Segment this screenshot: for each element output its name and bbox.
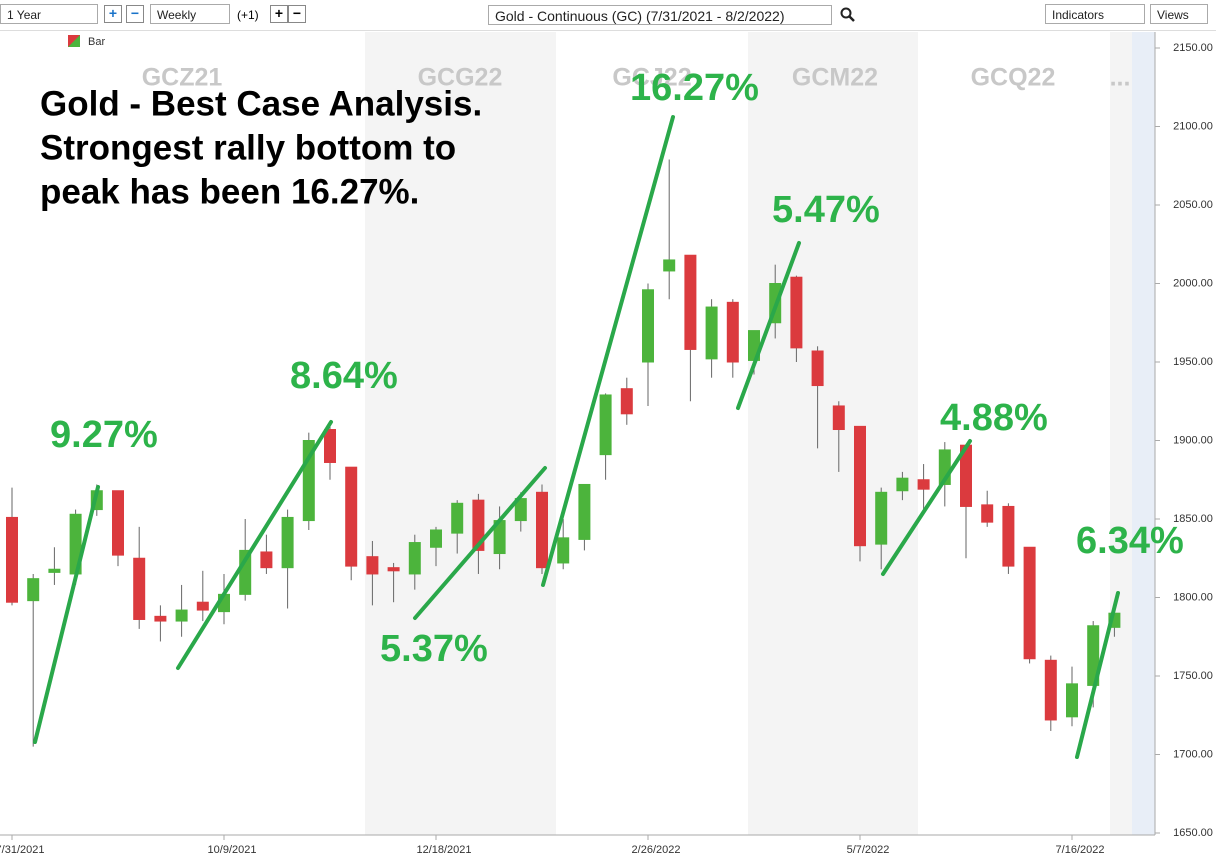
candle-body	[345, 466, 358, 567]
y-tick-label: 1900.00	[1173, 434, 1213, 446]
x-tick-label: 5/7/2022	[847, 844, 890, 856]
candle-body	[281, 516, 294, 569]
candle-body	[557, 537, 570, 564]
annotation: 4.88%	[940, 397, 1048, 439]
candle-body	[663, 259, 676, 272]
candle-body	[578, 483, 591, 540]
candle-body	[430, 529, 442, 548]
y-tick-label: 1700.00	[1173, 748, 1213, 760]
offset: (+1)	[237, 8, 259, 22]
shade	[1110, 32, 1132, 835]
candle-body	[620, 388, 633, 415]
x-tick-label: 7/31/2021	[0, 844, 44, 856]
candle-body	[1023, 546, 1036, 660]
candle-body	[811, 350, 824, 387]
contract-label: GCZ21	[142, 64, 223, 92]
symbol-box[interactable]: Gold - Continuous (GC) (7/31/2021 - 8/2/…	[488, 5, 832, 25]
candle-body	[1044, 659, 1057, 721]
add[interactable]: +	[270, 5, 288, 23]
future-area	[1132, 32, 1155, 835]
candle-body	[387, 567, 400, 572]
candle-body	[599, 394, 612, 456]
views-select[interactable]: Views	[1150, 4, 1208, 24]
legend-label: Bar	[88, 36, 105, 48]
candle-body	[302, 440, 315, 522]
candle-body	[642, 289, 654, 363]
candle-body	[917, 479, 930, 490]
annotation: 5.47%	[772, 189, 880, 231]
contract-label: GCJ22	[612, 64, 691, 92]
annotation: 16.27%	[630, 67, 759, 109]
candle-body	[790, 276, 803, 349]
x-tick-label: 2/26/2022	[632, 844, 681, 856]
candle-body	[48, 568, 61, 573]
candle-body	[472, 499, 485, 551]
y-tick-label: 1800.00	[1173, 591, 1213, 603]
y-tick-label: 1650.00	[1173, 827, 1213, 839]
candle-body	[366, 556, 379, 575]
x-tick-label: 12/18/2021	[416, 844, 471, 856]
shade	[365, 32, 556, 835]
candle-body	[726, 301, 739, 363]
annotation: 5.37%	[380, 628, 488, 670]
x-tick-label: 10/9/2021	[208, 844, 257, 856]
y-tick-label: 1850.00	[1173, 513, 1213, 525]
contract-label: GCQ22	[971, 64, 1056, 92]
y-tick-label: 2000.00	[1173, 277, 1213, 289]
y-tick-label: 2100.00	[1173, 120, 1213, 132]
range-select[interactable]: 1 Year	[0, 4, 98, 24]
annotation-title: peak has been 16.27%.	[40, 172, 419, 211]
candle-body	[684, 254, 697, 350]
contract-label: GCM22	[792, 64, 878, 92]
contract-label: GCG22	[418, 64, 503, 92]
zoom-in[interactable]: +	[104, 5, 122, 23]
candle-body	[1002, 505, 1015, 567]
candle-body	[1066, 683, 1078, 718]
candle-body	[854, 425, 866, 547]
candle-body	[938, 449, 951, 485]
chart: Bar 1650.00 1700.00 1750.00 1800.00 1850.00 1…	[0, 32, 1213, 856]
zoom-out[interactable]: −	[126, 5, 144, 23]
annotation: 6.34%	[1076, 520, 1184, 562]
legend-icon	[68, 35, 80, 47]
indicators-select[interactable]: Indicators	[1045, 4, 1145, 24]
y-tick-label: 1750.00	[1173, 670, 1213, 682]
candle-body	[981, 504, 994, 523]
candle-body	[6, 516, 18, 603]
y-tick-label: 1950.00	[1173, 356, 1213, 368]
trend-lines	[33, 115, 1120, 759]
y-tick-label: 2050.00	[1173, 199, 1213, 211]
candle-body	[112, 490, 124, 556]
candle-body	[536, 491, 548, 569]
candle-body	[875, 491, 888, 545]
shade	[748, 32, 918, 835]
candle-body	[451, 502, 464, 534]
toolbar: 1 Year + − Weekly (+1) + − Gold - Contin…	[0, 0, 1216, 31]
contract-label: ...	[1110, 64, 1131, 92]
candle-body	[154, 615, 167, 622]
candle-body	[260, 551, 273, 569]
annotation-title: Gold - Best Case Analysis.	[40, 84, 482, 123]
candle-body	[175, 609, 188, 622]
interval-select[interactable]: Weekly	[150, 4, 230, 24]
y-tick-label: 2150.00	[1173, 42, 1213, 54]
annotation: 9.27%	[50, 414, 158, 456]
annotation: 8.64%	[290, 355, 398, 397]
candle-body	[896, 477, 909, 492]
candle-body	[133, 557, 146, 620]
candle-body	[408, 542, 421, 575]
candle-body	[832, 405, 845, 431]
candle-body	[324, 429, 336, 463]
candle-body	[196, 601, 209, 611]
search-icon[interactable]	[840, 7, 856, 23]
candle-body	[705, 306, 718, 360]
candle-body	[27, 578, 40, 602]
annotation-title: Strongest rally bottom to	[40, 128, 456, 167]
remove[interactable]: −	[288, 5, 306, 23]
x-tick-label: 7/16/2022	[1056, 844, 1105, 856]
